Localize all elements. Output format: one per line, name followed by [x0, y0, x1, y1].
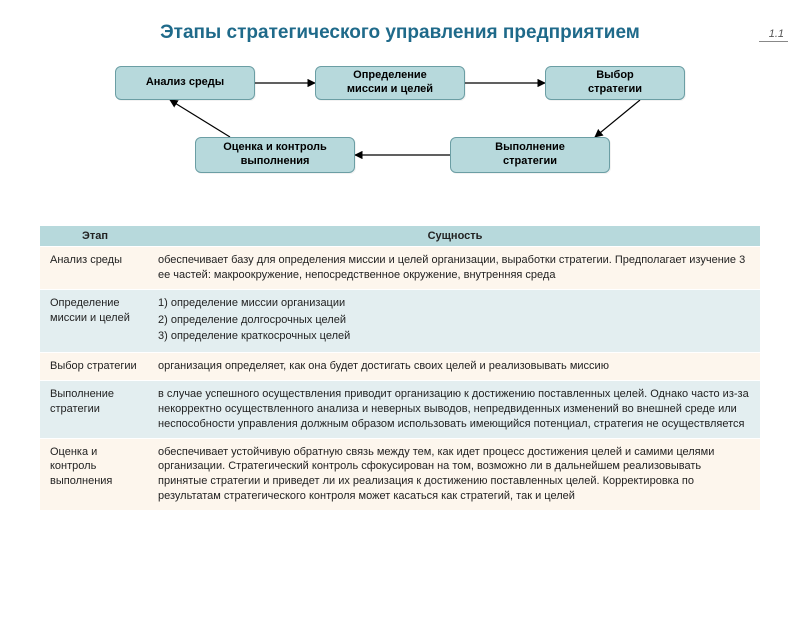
- stages-table-wrap: Этап Сущность Анализ средыобеспечивает б…: [40, 226, 760, 511]
- cell-stage: Выбор стратегии: [40, 353, 150, 381]
- table-row: Определение миссии и целей1) определение…: [40, 289, 760, 353]
- cell-stage: Оценка и контроль выполнения: [40, 438, 150, 510]
- flowchart-node: Выполнениестратегии: [450, 137, 610, 173]
- page-number: 1.1: [759, 28, 788, 42]
- table-row: Выполнение стратегиив случае успешного о…: [40, 381, 760, 439]
- table-row: Выбор стратегииорганизация определяет, к…: [40, 353, 760, 381]
- stages-table: Этап Сущность Анализ средыобеспечивает б…: [40, 226, 760, 511]
- flowchart-node: Выборстратегии: [545, 66, 685, 100]
- cell-essence: организация определяет, как она будет до…: [150, 353, 760, 381]
- col-header-stage: Этап: [40, 226, 150, 247]
- cell-stage: Определение миссии и целей: [40, 289, 150, 353]
- flowchart-node: Оценка и контрольвыполнения: [195, 137, 355, 173]
- stages-table-body: Анализ средыобеспечивает базу для опреде…: [40, 247, 760, 511]
- cell-essence: обеспечивает устойчивую обратную связь м…: [150, 438, 760, 510]
- table-row: Оценка и контроль выполненияобеспечивает…: [40, 438, 760, 510]
- page-title: Этапы стратегического управления предпри…: [0, 22, 800, 44]
- cell-stage: Выполнение стратегии: [40, 381, 150, 439]
- cell-essence: в случае успешного осуществления приводи…: [150, 381, 760, 439]
- flowchart-node: Определениемиссии и целей: [315, 66, 465, 100]
- cell-stage: Анализ среды: [40, 247, 150, 290]
- flowchart-node: Анализ среды: [115, 66, 255, 100]
- table-row: Анализ средыобеспечивает базу для опреде…: [40, 247, 760, 290]
- cell-essence: обеспечивает базу для определения миссии…: [150, 247, 760, 290]
- flowchart: Анализ среды Определениемиссии и целей Выб…: [0, 52, 800, 222]
- cell-essence: 1) определение миссии организации2) опре…: [150, 289, 760, 353]
- col-header-essence: Сущность: [150, 226, 760, 247]
